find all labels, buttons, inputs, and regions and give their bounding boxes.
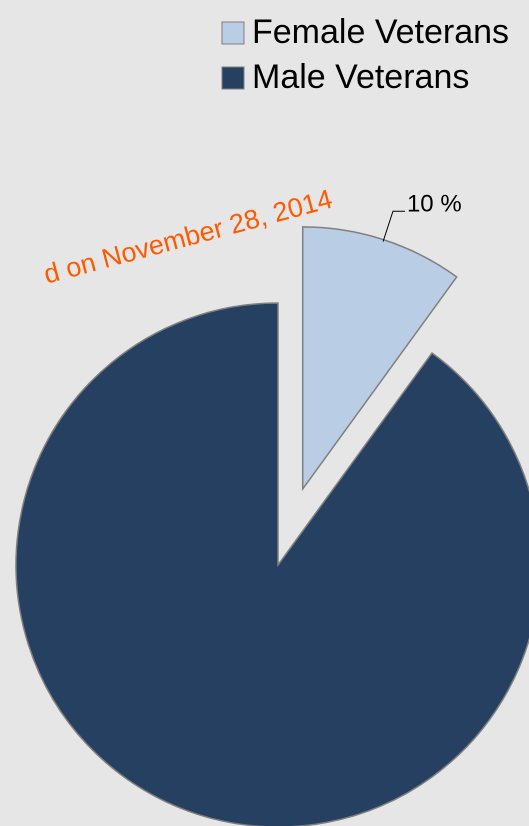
legend-swatch (221, 21, 245, 45)
legend-label: Male Veterans (252, 58, 469, 96)
pie-slice (15, 302, 529, 826)
leader-line (382, 210, 405, 242)
data-label: 10 % (407, 191, 462, 218)
legend-label: Female Veterans (252, 13, 509, 51)
legend-swatch (221, 66, 245, 90)
